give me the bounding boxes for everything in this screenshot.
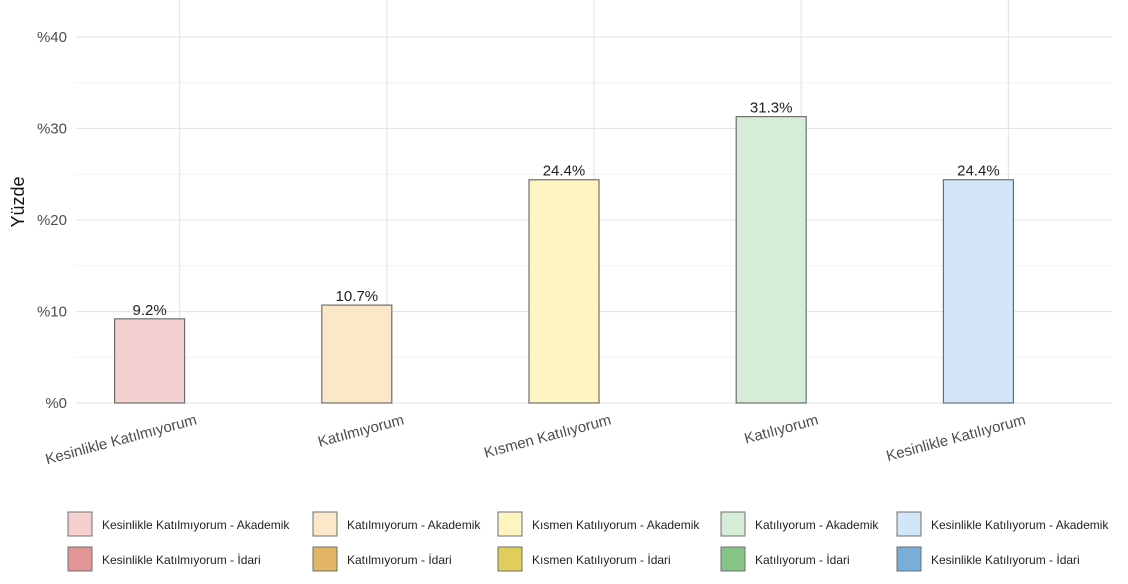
bar <box>113 318 186 404</box>
y-tick-label: %20 <box>37 212 67 229</box>
x-tick-label: Kesinlikle Katılıyorum <box>885 411 1028 465</box>
legend-swatch <box>720 511 746 537</box>
legend-label: Katılıyorum - Akademik <box>755 518 879 532</box>
legend-label: Katılmıyorum - Akademik <box>347 518 481 532</box>
y-axis: %0 %10 %20 %30 %40 <box>37 29 67 412</box>
legend-label: Kesinlikle Katılıyorum - İdari <box>931 553 1080 567</box>
data-label: 24.4% <box>957 163 1000 180</box>
legend-swatch <box>312 546 338 572</box>
bar <box>528 179 600 404</box>
bar <box>321 304 393 404</box>
x-tick-label: Katılıyorum <box>743 411 821 447</box>
legend-swatch <box>312 511 338 537</box>
legend-label: Kesinlikle Katılıyorum - Akademik <box>931 518 1109 532</box>
legend-swatch <box>497 511 523 537</box>
bar <box>735 116 807 404</box>
data-label: 9.2% <box>132 302 166 319</box>
legend-swatch <box>497 546 523 572</box>
data-label: 24.4% <box>543 163 586 180</box>
legend-swatch <box>67 511 93 537</box>
data-labels-layer: 9.2% 10.7% 24.4% 31.3% 24.4% <box>132 100 999 319</box>
y-tick-label: %40 <box>37 29 67 46</box>
x-axis: Kesinlikle Katılmıyorum Katılmıyorum Kısme… <box>44 411 1028 468</box>
y-tick-label: %0 <box>45 395 67 412</box>
y-tick-label: %10 <box>37 304 67 321</box>
legend: Kesinlikle Katılmıyorum - Akademik Katılm… <box>67 511 1109 572</box>
legend-label: Kısmen Katılıyorum - İdari <box>532 553 671 567</box>
legend-swatch <box>67 546 93 572</box>
x-tick-label: Kısmen Katılıyorum <box>482 411 613 461</box>
legend-label: Kısmen Katılıyorum - Akademik <box>532 518 700 532</box>
x-tick-label: Kesinlikle Katılmıyorum <box>44 411 199 468</box>
y-axis-title: Yüzde <box>8 176 28 227</box>
legend-label: Katılmıyorum - İdari <box>347 553 452 567</box>
x-tick-label: Katılmıyorum <box>316 411 406 450</box>
data-label: 31.3% <box>750 100 793 117</box>
legend-swatch <box>896 546 922 572</box>
legend-label: Kesinlikle Katılmıyorum - Akademik <box>102 518 290 532</box>
legend-label: Kesinlikle Katılmıyorum - İdari <box>102 553 261 567</box>
bar <box>942 179 1015 404</box>
data-label: 10.7% <box>336 288 379 305</box>
legend-swatch <box>720 546 746 572</box>
y-tick-label: %30 <box>37 121 67 138</box>
legend-swatch <box>896 511 922 537</box>
bars-layer <box>113 116 1015 404</box>
legend-label: Katılıyorum - İdari <box>755 553 850 567</box>
